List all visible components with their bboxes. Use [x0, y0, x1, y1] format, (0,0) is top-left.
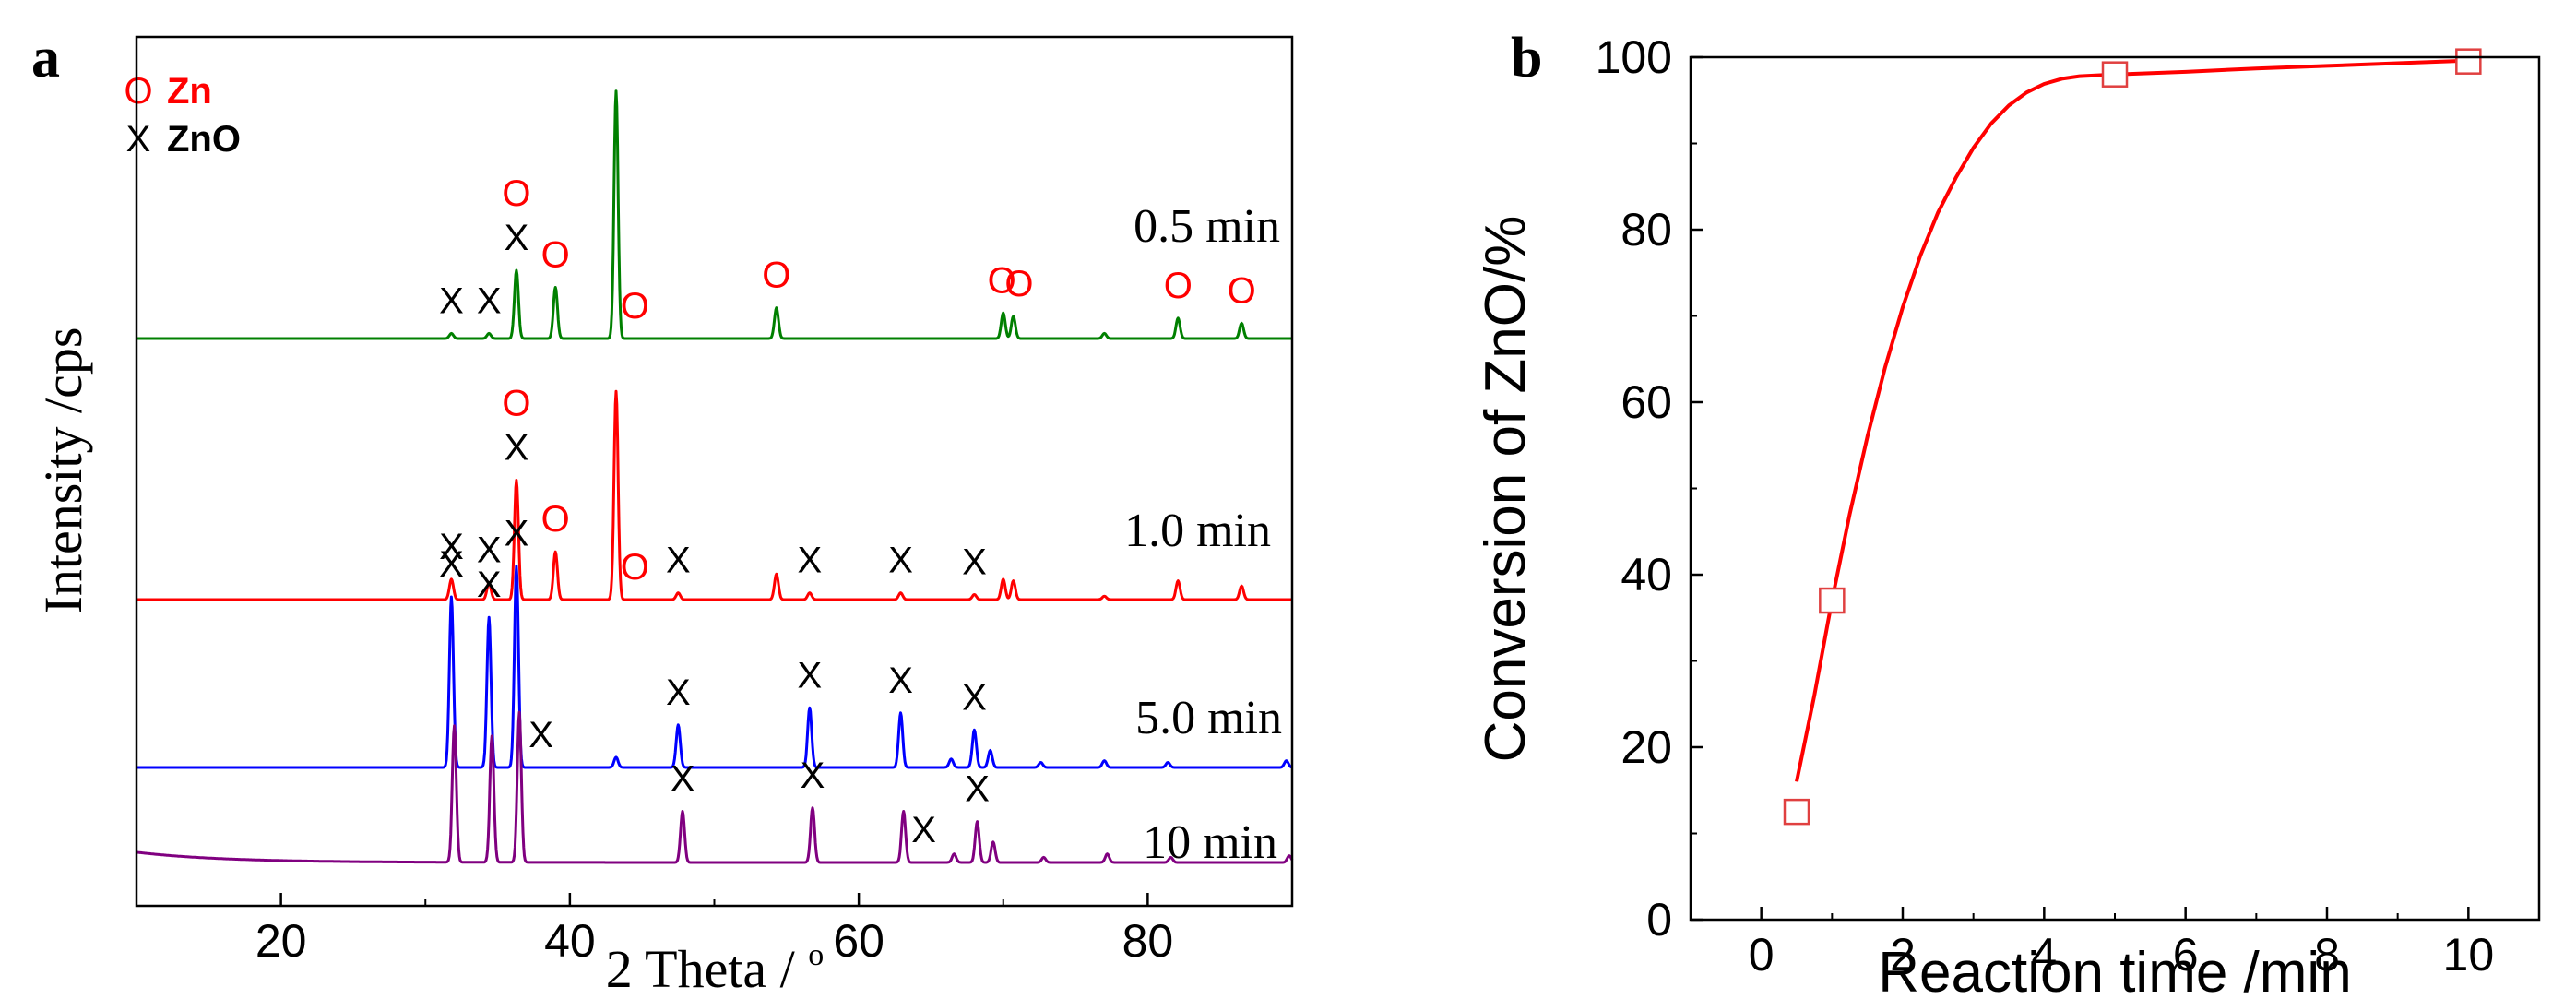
- xrd-peak-marker: X: [505, 514, 529, 554]
- conversion-plot-area: [1783, 48, 2482, 826]
- xrd-peak-marker: X: [962, 541, 987, 582]
- xrd-peak-marker: O: [1004, 264, 1033, 304]
- xrd-peak-marker: X: [505, 428, 529, 469]
- conversion-x-tick-label: 2: [1890, 929, 1916, 981]
- xrd-peak-marker: O: [621, 286, 649, 327]
- xrd-pattern-label: 0.5 min: [1134, 200, 1280, 253]
- xrd-peak-marker: X: [439, 544, 464, 585]
- conversion-data-point: [2101, 61, 2129, 88]
- xrd-pattern-line: [136, 89, 1293, 340]
- xrd-pattern-label: 10 min: [1143, 816, 1277, 869]
- legend-zno-label: ZnO: [167, 119, 241, 160]
- xrd-peak-marker: X: [965, 769, 990, 810]
- xrd-peak-marker: X: [962, 677, 987, 718]
- xrd-x-tick-label: 20: [255, 915, 307, 967]
- xrd-peak-marker: X: [528, 715, 553, 755]
- conversion-x-tick-label: 4: [2031, 929, 2057, 981]
- xrd-peak-marker: X: [798, 655, 823, 696]
- conversion-data-point: [1783, 798, 1810, 826]
- xrd-peak-marker: X: [439, 280, 464, 321]
- xrd-pattern-line: [136, 565, 1293, 769]
- xrd-x-axis-label: 2 Theta / o: [606, 938, 825, 999]
- conversion-fit-curve: [1795, 58, 2469, 782]
- conversion-y-tick-label: 60: [1620, 376, 1672, 428]
- xrd-pattern-label: 1.0 min: [1124, 505, 1271, 557]
- xrd-peak-marker: O: [762, 256, 790, 296]
- conversion-x-tick-label: 8: [2314, 929, 2340, 981]
- conversion-y-tick-label: 20: [1620, 721, 1672, 773]
- xrd-peak-marker: O: [541, 235, 570, 276]
- conversion-x-axis-label: Reaction time /min: [1878, 941, 2351, 999]
- conversion-y-tick-label: 0: [1646, 894, 1672, 945]
- xrd-peak-marker: O: [621, 547, 649, 588]
- xrd-pattern-line: [136, 710, 1294, 864]
- xrd-peak-marker: X: [477, 565, 502, 605]
- xrd-plot-frame: [135, 35, 1294, 908]
- xrd-peak-marker: O: [1228, 270, 1256, 311]
- conversion-y-tick-label: 100: [1596, 31, 1672, 83]
- xrd-peak-marker: X: [888, 541, 913, 581]
- xrd-peak-marker: X: [671, 759, 695, 800]
- xrd-peak-marker: X: [439, 527, 464, 567]
- xrd-pattern-label: 5.0 min: [1135, 692, 1282, 744]
- xrd-x-tick-label: 60: [833, 915, 884, 967]
- xrd-x-tick-label: 80: [1122, 915, 1174, 967]
- legend-zn-symbol: O: [124, 71, 152, 112]
- xrd-peak-marker: X: [801, 755, 825, 796]
- conversion-data-point: [1819, 587, 1846, 614]
- xrd-peak-marker: O: [541, 499, 570, 540]
- xrd-peak-marker: X: [477, 280, 502, 321]
- conversion-x-tick-label: 0: [1749, 929, 1775, 981]
- xrd-x-tick-label: 40: [544, 915, 596, 967]
- xrd-peak-marker: X: [911, 810, 936, 850]
- xrd-pattern-line: [136, 389, 1293, 601]
- legend-zn-label: Zn: [167, 71, 212, 112]
- panel-label-b: b: [1511, 27, 1542, 89]
- conversion-data-point: [2455, 48, 2482, 75]
- conversion-x-tick-label: 10: [2443, 929, 2495, 981]
- conversion-x-tick-label: 6: [2173, 929, 2199, 981]
- xrd-peak-marker: X: [888, 660, 913, 701]
- legend-zno-symbol: X: [126, 119, 151, 160]
- xrd-peak-marker: X: [798, 541, 823, 581]
- panel-label-a: a: [31, 27, 60, 89]
- xrd-peak-marker: X: [505, 218, 529, 258]
- conversion-plot-frame: [1689, 55, 2541, 922]
- conversion-y-tick-label: 40: [1620, 549, 1672, 601]
- xrd-y-axis-label: Intensity /cps: [33, 327, 93, 614]
- xrd-peak-marker: O: [502, 173, 530, 214]
- xrd-peak-marker: O: [502, 384, 530, 424]
- conversion-y-axis-label: Conversion of ZnO/%: [1474, 216, 1537, 763]
- xrd-peak-marker: O: [1164, 266, 1193, 306]
- conversion-y-tick-label: 80: [1620, 204, 1672, 256]
- xrd-peak-marker: X: [666, 672, 691, 713]
- xrd-peak-marker: X: [666, 541, 691, 581]
- xrd-peak-marker: O: [988, 260, 1016, 301]
- xrd-x-axis: 20 40 60 80: [136, 893, 1293, 967]
- xrd-peak-marker: X: [477, 530, 502, 571]
